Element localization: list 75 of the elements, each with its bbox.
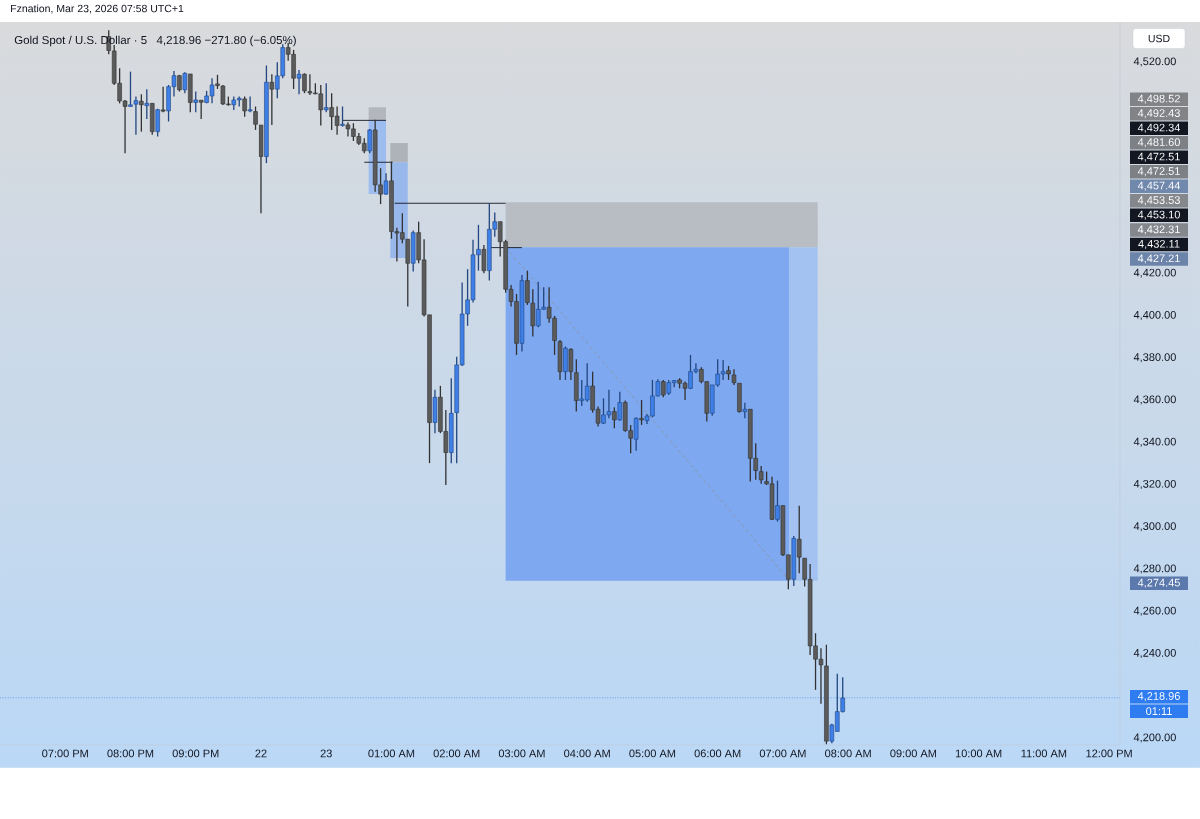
candlestick <box>144 88 150 120</box>
y-tick-label: 4,420.00 <box>1133 268 1176 278</box>
text: 4,274.45 <box>1137 578 1180 588</box>
text: 4,218.96 −271.80 (−6.05%) <box>156 35 296 47</box>
text: Fznation, Mar 23, 2026 07:58 UTC+1 <box>11 4 184 14</box>
text: 4,498.52 <box>1137 94 1180 104</box>
y-tick-label: 4,300.00 <box>1133 522 1176 532</box>
x-tick-label: 01:00 AM <box>368 749 415 758</box>
text: 01:11 <box>1146 707 1172 716</box>
candlestick <box>155 108 160 138</box>
text: 4,492.34 <box>1137 123 1181 133</box>
x-tick-label: 11:00 AM <box>1021 749 1067 758</box>
x-tick-label: 08:00 AM <box>825 749 871 758</box>
text: 4,492.43 <box>1137 109 1180 119</box>
y-tick-label: 4,340.00 <box>1133 437 1176 447</box>
candlestick <box>383 172 389 196</box>
text: 4,427.21 <box>1137 254 1180 264</box>
x-tick-label: 05:00 AM <box>629 749 676 758</box>
candlestick <box>563 345 568 381</box>
y-tick-label: 4,280.00 <box>1133 564 1176 574</box>
candlestick <box>481 244 487 274</box>
candlestick <box>160 85 166 113</box>
x-tick-label: 10:00 AM <box>955 749 1002 758</box>
text: 4,472.51 <box>1137 167 1180 177</box>
candlestick <box>617 391 623 422</box>
ref-line-label: 4,218.96 <box>1137 692 1180 702</box>
x-tick-label: 07:00 PM <box>42 749 88 758</box>
candlestick <box>633 416 639 452</box>
x-tick-label: 09:00 PM <box>172 749 219 758</box>
x-tick-label: 08:00 PM <box>107 749 154 758</box>
text: 4,481.60 <box>1137 138 1180 148</box>
y-tick-label: 4,320.00 <box>1133 479 1176 490</box>
candlestick <box>568 347 574 381</box>
y-tick-label: 4,240.00 <box>1133 648 1176 659</box>
y-tick-label: 4,520.00 <box>1133 57 1176 67</box>
candlestick <box>639 399 644 426</box>
candlestick <box>530 288 536 338</box>
text: 4,432.11 <box>1138 239 1180 249</box>
candlestick <box>253 105 258 131</box>
candlestick <box>742 402 748 419</box>
candlestick <box>323 82 329 113</box>
x-tick-label: 06:00 AM <box>694 749 741 758</box>
candlestick <box>296 69 302 95</box>
candlestick <box>340 105 345 128</box>
candlestick <box>182 71 188 94</box>
text: 4,453.53 <box>1137 196 1180 206</box>
candlestick <box>796 505 802 574</box>
candlestick <box>525 270 530 306</box>
x-tick-label: 03:00 AM <box>498 749 545 758</box>
candlestick <box>775 480 780 523</box>
x-tick-label: 02:00 AM <box>433 749 480 758</box>
candlestick <box>367 128 372 154</box>
text: 4,472.51 <box>1137 152 1180 162</box>
candlestick <box>193 90 198 113</box>
y-tick-label: 4,260.00 <box>1133 606 1176 616</box>
text: 4,457.44 <box>1137 181 1181 191</box>
text: 4,453.10 <box>1137 210 1180 220</box>
x-tick-label: 12:00 PM <box>1086 749 1132 758</box>
x-tick-label: 09:00 AM <box>890 749 937 758</box>
x-tick-label: 23 <box>320 749 332 758</box>
y-tick-label: 4,380.00 <box>1133 353 1176 363</box>
candlestick <box>247 95 253 113</box>
y-tick-label: 4,400.00 <box>1133 310 1176 320</box>
candlestick <box>139 93 144 133</box>
candlestick <box>269 73 275 126</box>
x-tick-label: 07:00 AM <box>759 749 806 758</box>
candlestick <box>242 95 247 118</box>
x-tick-label: 04:00 AM <box>564 749 610 758</box>
y-axis-title: USD <box>1148 34 1170 43</box>
candlestick <box>198 99 204 120</box>
text: 4,432.31 <box>1137 225 1180 235</box>
y-tick-label: 4,360.00 <box>1133 395 1176 405</box>
candlestick <box>612 406 617 429</box>
y-tick-label: 4,200.00 <box>1133 733 1176 743</box>
x-tick-label: 22 <box>255 749 267 758</box>
